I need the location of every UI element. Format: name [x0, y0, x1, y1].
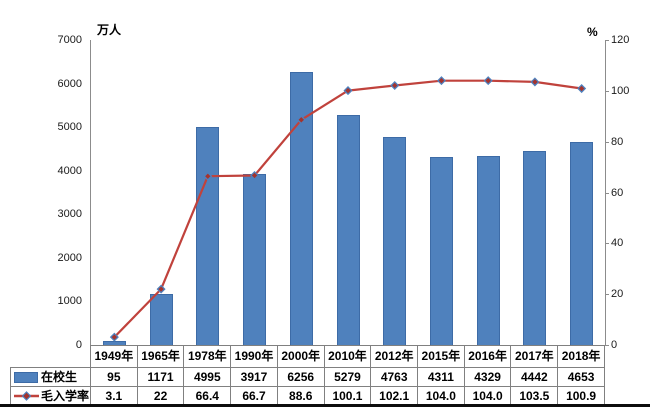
- y-axis-tick-label-right: 80: [611, 135, 624, 148]
- y-axis-tick-label-left: 3000: [57, 208, 82, 221]
- legend-rate: 毛入学率: [10, 386, 91, 407]
- bar-2018年: [570, 142, 594, 345]
- bar-1965年: [149, 293, 173, 345]
- legend-enrollment: 在校生: [10, 367, 91, 387]
- diamond-marker-2000年: [296, 115, 306, 125]
- enrollment-value-cell: 4763: [370, 367, 419, 387]
- enrollment-value-cell: 95: [90, 367, 138, 387]
- year-cell: 1978年: [183, 345, 232, 368]
- y-axis-tick-label-left: 5000: [57, 121, 82, 134]
- y-axis-tick-label-right: 0: [611, 339, 618, 351]
- diamond-marker-2010年: [343, 86, 353, 96]
- year-cell: 2012年: [370, 345, 419, 368]
- bar-2010年: [336, 115, 360, 345]
- diamond-marker-2015年: [436, 76, 446, 86]
- y-axis-tick-label-right: 120: [611, 34, 630, 46]
- year-cell: 1990年: [230, 345, 278, 368]
- diamond-marker-2017年: [530, 77, 540, 87]
- y-axis-tick-label-left: 0: [75, 339, 82, 351]
- year-cell: 2015年: [417, 345, 465, 368]
- year-cell: 2010年: [323, 345, 372, 368]
- right-axis-tick-mark: [605, 40, 609, 41]
- enrollment-value-cell: 3917: [230, 367, 278, 387]
- enrollment-value-cell: 4442: [510, 367, 559, 387]
- enrollment-value-cell: 4653: [557, 367, 605, 387]
- y-axis-tick-label-right: 60: [611, 186, 624, 199]
- diamond-marker-1965年: [156, 284, 166, 294]
- left-axis-title: 万人: [97, 23, 122, 37]
- rate-value-cell: 104.0: [463, 386, 512, 407]
- year-cell: 2017年: [510, 345, 559, 368]
- diamond-marker-2018年: [577, 84, 587, 94]
- right-axis-tick-mark: [605, 294, 609, 296]
- chart-data-table: 1949年 1965年 1978年 1990年 2000年 2010年 2012年 2015年…: [10, 345, 605, 407]
- rate-value-cell: 103.5: [510, 386, 559, 407]
- y-axis-tick-label-left: 7000: [57, 34, 82, 46]
- line-legend-swatch-icon: [14, 388, 39, 406]
- diamond-marker-2012年: [390, 80, 400, 91]
- enrollment-value-cell: 4311: [417, 367, 465, 387]
- diamond-marker-1949年: [109, 332, 119, 342]
- enrollment-value-cell: 5279: [323, 367, 372, 387]
- bar-2012年: [383, 137, 407, 345]
- enrollment-value-cell: 6256: [276, 367, 325, 387]
- year-cell: 2018年: [557, 345, 605, 368]
- bar-2015年: [429, 157, 453, 345]
- right-axis-tick-mark: [605, 345, 609, 346]
- right-axis-tick-mark: [605, 141, 609, 143]
- diamond-marker-2016年: [483, 76, 493, 86]
- right-axis-tick-mark: [605, 243, 609, 245]
- legend-label: 在校生: [41, 370, 78, 384]
- enrollment-value-cell: 4329: [463, 367, 512, 387]
- rate-line: [113, 79, 582, 338]
- bar-legend-swatch-icon: [14, 372, 38, 384]
- y-axis-tick-label-left: 6000: [57, 77, 82, 90]
- right-axis-tick-mark: [605, 192, 609, 194]
- y-axis-tick-label-right: 20: [611, 288, 624, 301]
- plot-area: [90, 40, 606, 345]
- y-axis-tick-label-left: 2000: [57, 251, 82, 264]
- year-cell: 2000年: [276, 345, 325, 368]
- table-corner-cell: [11, 346, 91, 368]
- bar-1978年: [196, 127, 220, 345]
- year-cell: 1949年: [90, 345, 138, 368]
- year-cell: 2016年: [463, 345, 512, 368]
- bar-2017年: [523, 151, 547, 345]
- bar-2000年: [289, 72, 313, 345]
- bottom-divider-rule: [0, 404, 650, 407]
- y-axis-tick-label-left: 4000: [57, 164, 82, 177]
- right-axis-title: %: [587, 25, 598, 39]
- rate-value-cell: 100.1: [323, 386, 372, 407]
- y-axis-tick-label-right: 100: [611, 84, 630, 97]
- bar-2016年: [476, 156, 500, 345]
- y-axis-tick-label-right: 40: [611, 237, 624, 250]
- enrollment-value-cell: 1171: [136, 367, 185, 387]
- diamond-marker-1990年: [250, 170, 260, 180]
- year-cell: 1965年: [136, 345, 185, 368]
- diamond-marker-1978年: [203, 171, 213, 181]
- line-series: [109, 76, 587, 342]
- right-axis-tick-mark: [605, 90, 609, 92]
- legend-label: 毛入学率: [41, 389, 90, 403]
- rate-value-cell: 102.1: [370, 386, 419, 407]
- y-axis-tick-label-left: 1000: [57, 295, 82, 308]
- enrollment-value-cell: 4995: [183, 367, 232, 387]
